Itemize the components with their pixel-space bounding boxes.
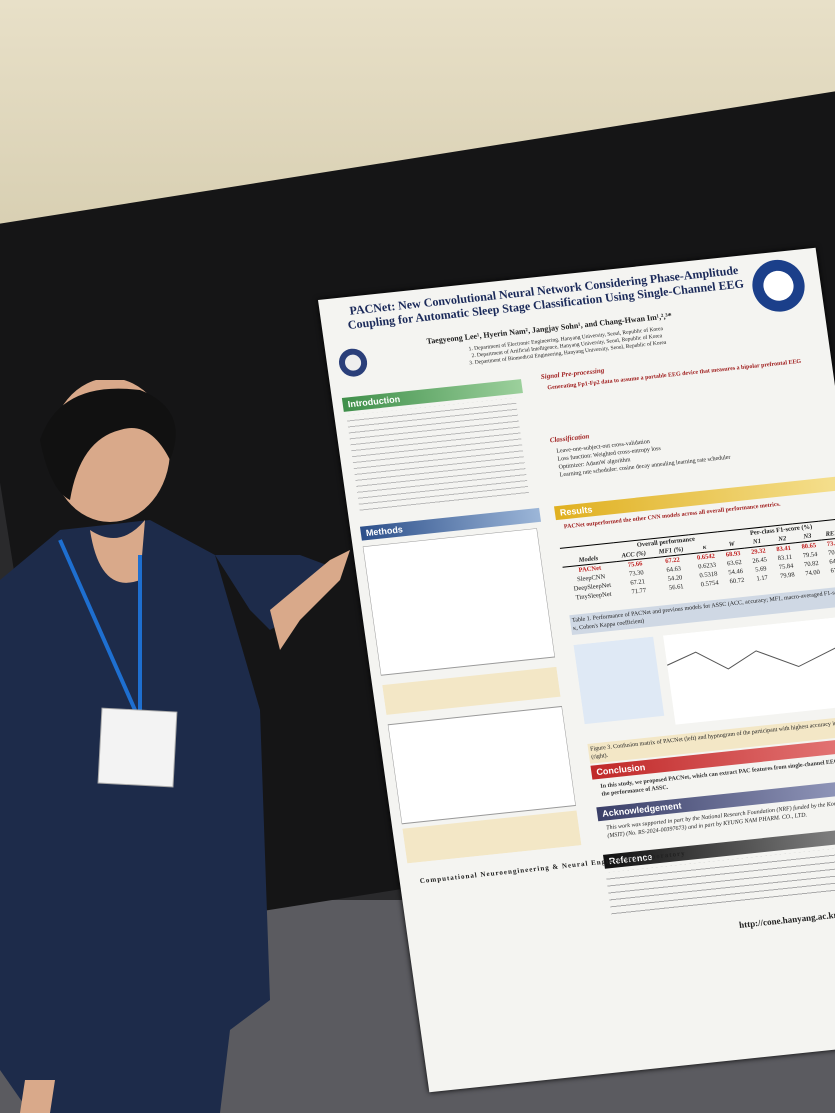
table-cell: 79.98: [779, 571, 796, 580]
person: [0, 380, 350, 1113]
method-figures: [362, 528, 582, 864]
table-cell: 67.16: [830, 566, 835, 575]
intro-text: [346, 397, 530, 515]
table-cell: 0.5754: [700, 579, 720, 589]
table-cell: 74.00: [804, 568, 821, 578]
poster: PACNet: New Convolutional Neural Network…: [318, 247, 835, 1093]
result-figures: [573, 615, 835, 725]
url: http://cone.hanyang.ac.kr: [738, 909, 835, 930]
lab-logo: [338, 348, 368, 377]
table-cell: 1.17: [756, 574, 769, 583]
university-logo: [752, 259, 805, 312]
classification-list: Leave-one-subject-out cross-validation L…: [556, 420, 829, 480]
table-cell: 60.72: [729, 576, 745, 586]
